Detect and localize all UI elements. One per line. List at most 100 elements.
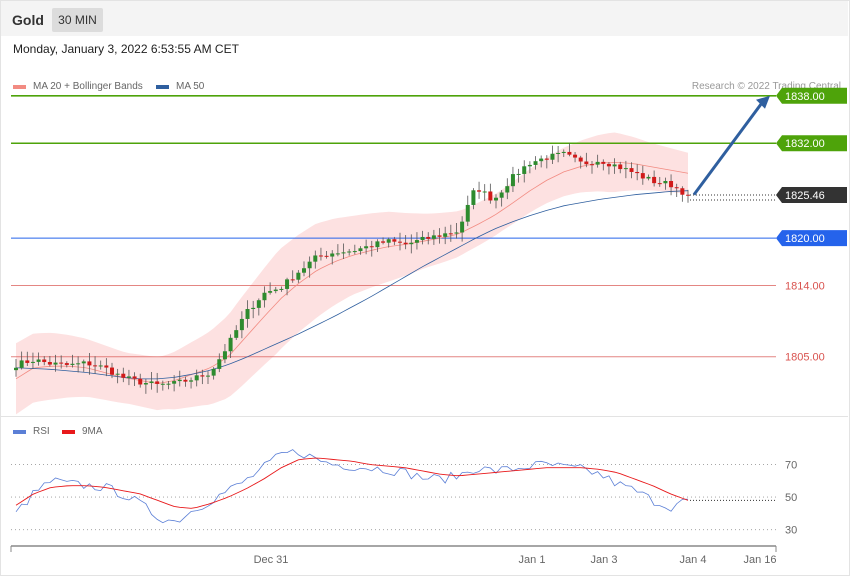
candle — [149, 381, 154, 384]
candle — [143, 383, 148, 385]
level-label-4: 1805.00 — [785, 352, 825, 364]
legend-rsi-swatch — [13, 429, 26, 434]
candle — [138, 378, 143, 385]
candle — [494, 197, 498, 201]
legend-rsi-ma-swatch — [62, 429, 75, 434]
candle — [550, 153, 555, 160]
legend-ma50-swatch — [156, 84, 169, 89]
bollinger-band — [16, 132, 688, 415]
legend-ma20: MA 20 + Bollinger Bands — [13, 81, 143, 92]
candle — [488, 191, 493, 201]
candle — [629, 168, 634, 172]
candle — [398, 241, 402, 243]
candle — [25, 360, 30, 363]
candle — [443, 233, 448, 237]
x-tick-label-1: Jan 1 — [519, 554, 546, 566]
candle — [527, 164, 532, 167]
candle — [307, 261, 312, 269]
candle — [93, 365, 98, 367]
candle — [556, 152, 561, 154]
x-tick-label-4: Jan 16 — [743, 554, 776, 566]
candle — [245, 309, 250, 319]
candle — [420, 236, 425, 241]
ma20-line — [15, 161, 689, 384]
candle — [499, 192, 504, 198]
candle — [652, 176, 657, 184]
candle — [635, 171, 640, 174]
candle — [409, 242, 414, 245]
candle — [251, 307, 256, 310]
candle — [81, 361, 86, 364]
candle — [516, 173, 521, 175]
candle — [386, 239, 391, 243]
candle — [177, 379, 182, 382]
legend-ma50: MA 50 — [156, 81, 204, 92]
candle — [104, 365, 109, 368]
candle — [98, 365, 103, 367]
candle — [239, 318, 244, 331]
candle — [381, 241, 386, 243]
level-label-3: 1814.00 — [785, 281, 825, 293]
candle — [166, 383, 171, 385]
candle — [686, 194, 690, 196]
candle — [194, 375, 199, 381]
candle — [296, 272, 301, 280]
candle — [30, 361, 35, 363]
candle — [465, 204, 470, 222]
candle — [392, 239, 397, 242]
candle — [544, 158, 549, 160]
candle — [64, 363, 69, 365]
candle — [313, 255, 318, 262]
instrument-title: Gold — [12, 12, 44, 28]
candle — [14, 367, 18, 371]
candle — [110, 367, 114, 375]
candle — [426, 236, 431, 239]
timeframe-badge[interactable]: 30 MIN — [52, 8, 103, 32]
candle — [256, 300, 261, 308]
legend-ma20-label: MA 20 + Bollinger Bands — [33, 81, 143, 92]
current-price-label: 1825.46 — [785, 190, 825, 202]
candle — [663, 180, 668, 184]
candle — [358, 248, 363, 252]
candle — [595, 161, 600, 165]
candle — [584, 161, 589, 165]
candle — [590, 164, 594, 166]
candle — [477, 190, 482, 192]
candle — [674, 187, 679, 189]
candle — [53, 362, 58, 365]
candle — [234, 330, 239, 338]
candle — [268, 291, 273, 293]
candle — [132, 376, 137, 379]
candle — [471, 190, 476, 205]
level-tag-0 — [776, 87, 847, 104]
x-tick-label-3: Jan 4 — [680, 554, 707, 566]
candle — [347, 251, 352, 253]
candle — [279, 288, 284, 290]
current-price-tag — [776, 186, 847, 203]
candle — [115, 373, 120, 375]
candle — [352, 251, 357, 253]
candle — [36, 359, 41, 362]
legend-ma20-swatch — [13, 84, 26, 89]
candle — [273, 289, 278, 292]
candle — [606, 163, 611, 167]
panel-divider — [1, 416, 848, 417]
candle — [228, 337, 233, 352]
candle — [431, 235, 436, 239]
candle — [47, 362, 52, 365]
candle — [189, 380, 194, 382]
rsi-line — [15, 449, 689, 524]
candle — [482, 191, 487, 193]
rsi-tick-70: 70 — [785, 459, 797, 471]
candle — [578, 157, 583, 162]
candle — [510, 174, 515, 187]
candle — [454, 232, 459, 234]
legend-rsi-label: RSI — [33, 426, 50, 437]
candle — [533, 161, 538, 165]
candle — [42, 359, 47, 363]
legend-rsi-ma: 9MA — [62, 426, 103, 437]
candle — [460, 221, 465, 233]
candle — [324, 255, 329, 257]
candle — [222, 351, 227, 360]
